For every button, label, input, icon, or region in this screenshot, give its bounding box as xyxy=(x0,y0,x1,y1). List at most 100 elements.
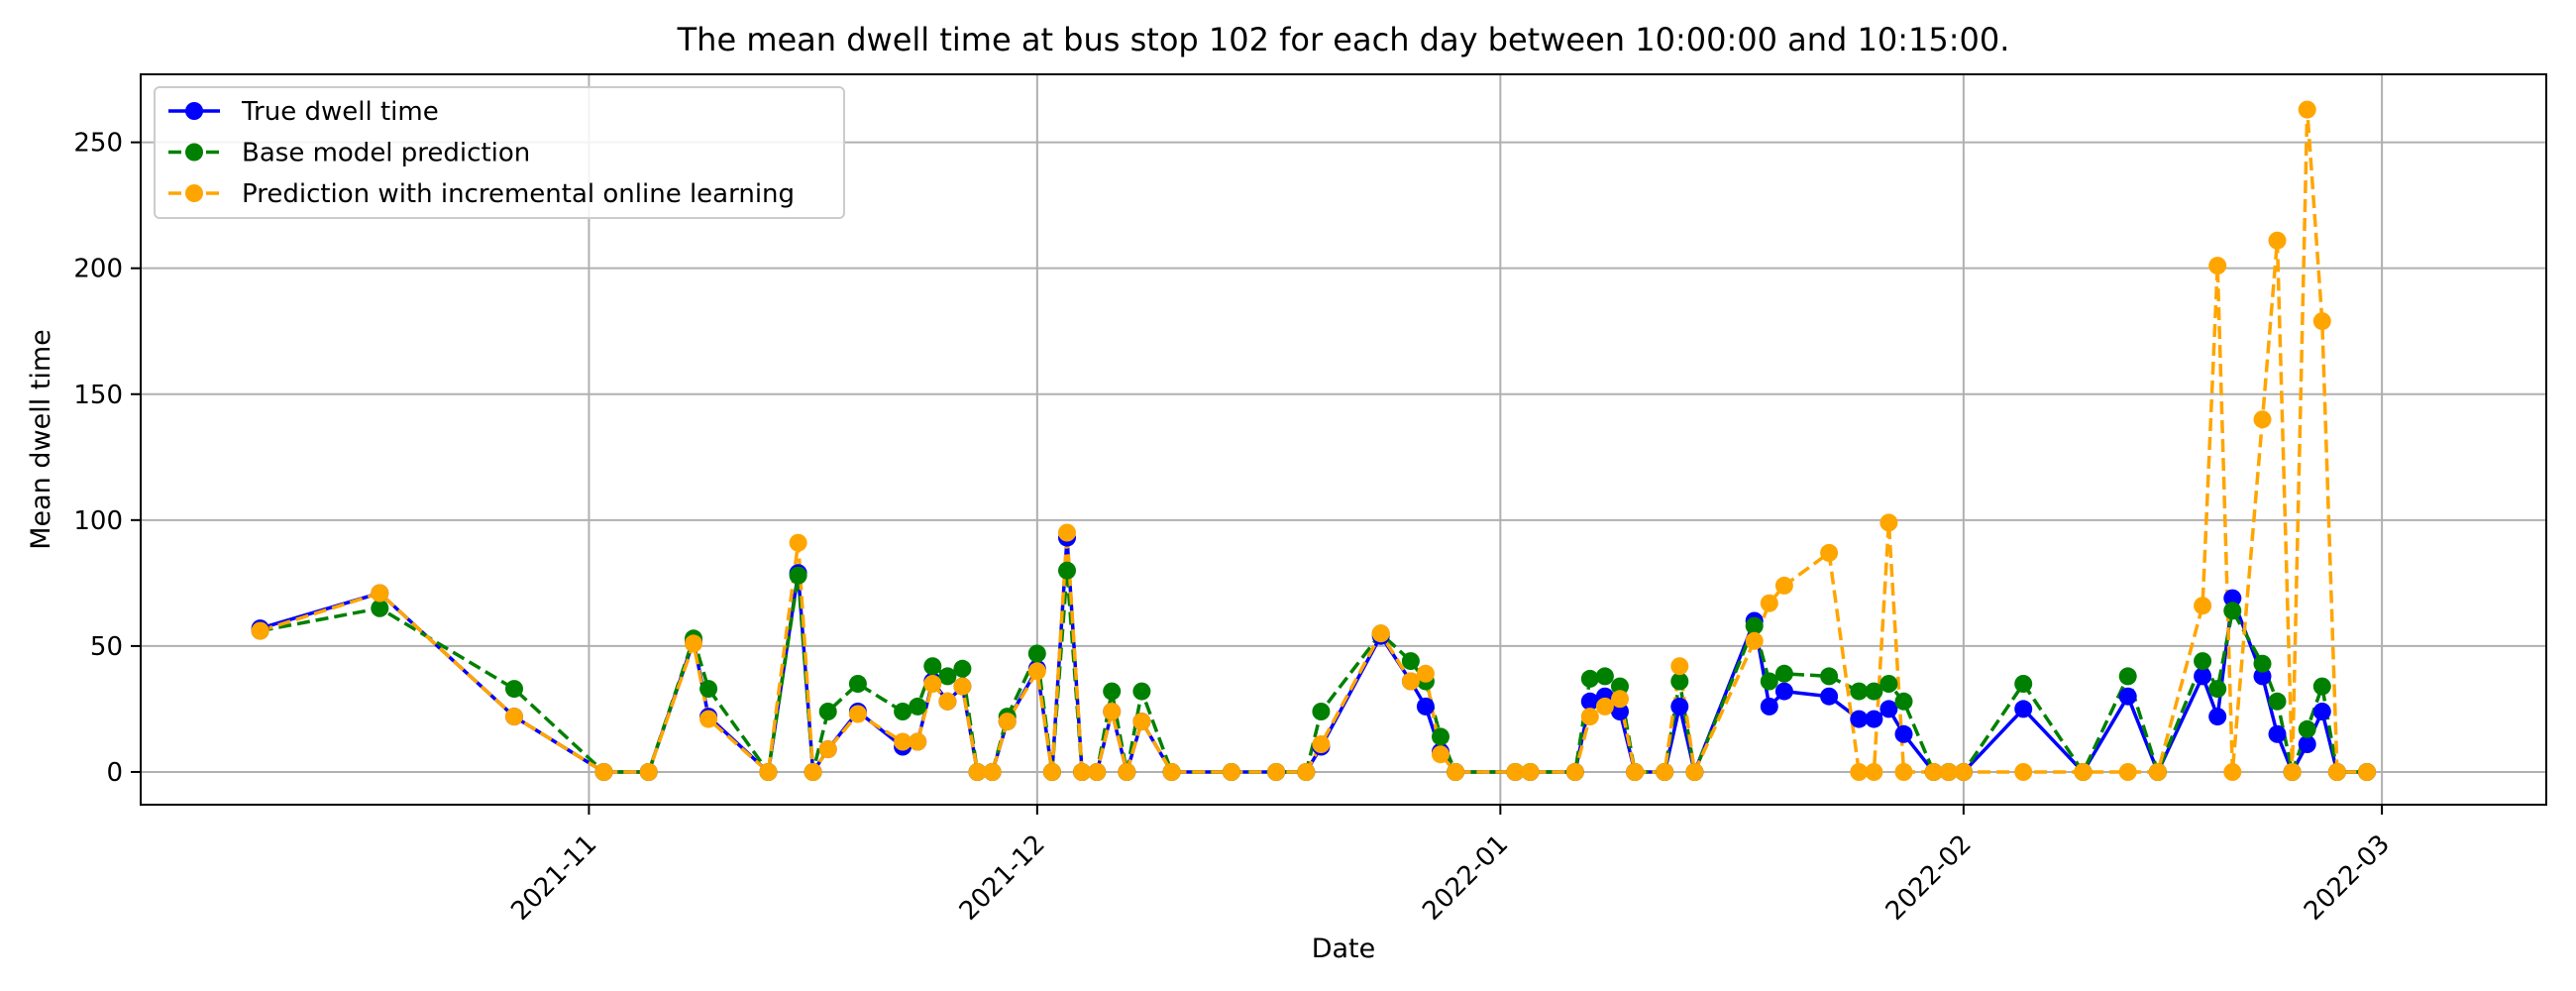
legend-box xyxy=(154,86,845,219)
data-point-series-2 xyxy=(2208,680,2227,699)
data-point-series-3 xyxy=(1401,672,1420,691)
legend: True dwell time Base model prediction Pred… xyxy=(154,86,845,219)
data-point-series-3 xyxy=(848,705,867,723)
data-point-series-1 xyxy=(1865,710,1883,728)
data-point-series-3 xyxy=(789,533,807,552)
data-point-series-1 xyxy=(2223,589,2242,607)
x-axis-label: Date xyxy=(1312,934,1376,964)
data-point-series-3 xyxy=(2268,231,2287,250)
data-point-series-3 xyxy=(1865,763,1883,781)
data-point-series-3 xyxy=(2194,597,2212,615)
data-point-series-3 xyxy=(1118,763,1136,781)
data-point-series-3 xyxy=(1670,657,1689,676)
data-point-series-2 xyxy=(1894,692,1913,711)
data-point-series-2 xyxy=(2312,677,2331,696)
data-point-series-2 xyxy=(2298,719,2316,738)
data-point-series-3 xyxy=(923,675,942,693)
data-point-series-3 xyxy=(594,763,613,781)
data-point-series-1 xyxy=(1879,700,1898,718)
data-point-series-2 xyxy=(371,599,389,617)
data-point-series-3 xyxy=(759,763,778,781)
data-point-series-3 xyxy=(1745,631,1764,650)
y-axis-label: Mean dwell time xyxy=(26,329,56,550)
data-point-series-3 xyxy=(1371,624,1390,643)
data-point-series-1 xyxy=(2208,708,2227,726)
legend-label-1: True dwell time xyxy=(241,97,439,127)
data-point-series-2 xyxy=(1027,644,1046,663)
data-point-series-3 xyxy=(1879,513,1898,532)
data-point-series-1 xyxy=(1760,697,1778,716)
data-point-series-3 xyxy=(371,584,389,603)
data-point-series-3 xyxy=(2208,257,2227,275)
data-point-series-1 xyxy=(1580,692,1599,711)
data-point-series-3 xyxy=(1521,763,1540,781)
data-point-series-3 xyxy=(1297,763,1316,781)
data-point-series-2 xyxy=(1670,672,1689,691)
y-tick-label: 250 xyxy=(73,129,123,159)
data-point-series-2 xyxy=(2223,602,2242,620)
data-point-series-2 xyxy=(1760,672,1778,691)
data-point-series-3 xyxy=(639,763,658,781)
y-tick-label: 50 xyxy=(90,632,123,662)
data-point-series-3 xyxy=(2283,763,2302,781)
data-point-series-2 xyxy=(505,680,523,699)
data-point-series-1 xyxy=(1670,697,1689,716)
data-point-series-3 xyxy=(2298,100,2316,119)
data-point-series-3 xyxy=(1042,763,1061,781)
data-point-series-3 xyxy=(1954,763,1973,781)
plot-frame xyxy=(140,73,2547,806)
data-point-series-2 xyxy=(2014,675,2033,693)
data-point-series-3 xyxy=(2223,763,2242,781)
data-point-series-3 xyxy=(2312,312,2331,331)
legend-label-3: Prediction with incremental online learn… xyxy=(242,179,795,209)
data-point-series-2 xyxy=(1850,682,1869,701)
data-point-series-1 xyxy=(2268,724,2287,743)
data-point-series-2 xyxy=(789,566,807,585)
data-point-series-3 xyxy=(1312,735,1331,753)
data-point-series-3 xyxy=(2118,763,2137,781)
data-point-series-3 xyxy=(1939,763,1958,781)
data-point-series-3 xyxy=(1626,763,1645,781)
data-point-series-3 xyxy=(1774,576,1793,595)
y-tick-label: 0 xyxy=(106,758,123,788)
data-point-series-1 xyxy=(1416,697,1435,716)
data-point-series-2 xyxy=(1103,682,1122,701)
data-point-series-3 xyxy=(909,732,927,751)
data-point-series-3 xyxy=(938,692,957,711)
data-point-series-3 xyxy=(1595,697,1614,716)
data-point-series-3 xyxy=(804,763,822,781)
data-point-series-3 xyxy=(1760,594,1778,612)
data-point-series-3 xyxy=(894,732,912,751)
data-point-series-2 xyxy=(1774,664,1793,683)
data-point-series-3 xyxy=(1924,763,1943,781)
data-point-series-2 xyxy=(1432,727,1449,746)
data-point-series-2 xyxy=(2194,652,2212,671)
data-point-series-2 xyxy=(2268,692,2287,711)
data-point-series-1 xyxy=(1820,687,1839,706)
data-point-series-1 xyxy=(1774,682,1793,701)
data-point-series-3 xyxy=(2327,763,2346,781)
data-point-series-3 xyxy=(1088,763,1107,781)
data-point-series-3 xyxy=(1894,763,1913,781)
legend-marker-1 xyxy=(185,102,203,120)
data-point-series-2 xyxy=(1595,667,1614,686)
data-point-series-3 xyxy=(1073,763,1092,781)
data-point-series-2 xyxy=(1401,652,1420,671)
data-point-series-2 xyxy=(953,659,972,678)
data-point-series-1 xyxy=(2118,687,2137,706)
data-point-series-2 xyxy=(1879,675,1898,693)
data-point-series-2 xyxy=(699,680,718,699)
data-point-series-3 xyxy=(1432,745,1449,764)
data-point-series-1 xyxy=(2253,667,2272,686)
data-point-series-2 xyxy=(1865,682,1883,701)
chart-title: The mean dwell time at bus stop 102 for … xyxy=(677,21,2010,58)
y-tick-label: 150 xyxy=(73,381,123,410)
data-point-series-3 xyxy=(2074,763,2093,781)
data-point-series-3 xyxy=(1685,763,1704,781)
y-tick-label: 200 xyxy=(73,255,123,284)
data-point-series-3 xyxy=(1027,662,1046,681)
data-point-series-3 xyxy=(2358,763,2376,781)
data-point-series-2 xyxy=(1312,703,1331,720)
data-point-series-2 xyxy=(1745,616,1764,635)
